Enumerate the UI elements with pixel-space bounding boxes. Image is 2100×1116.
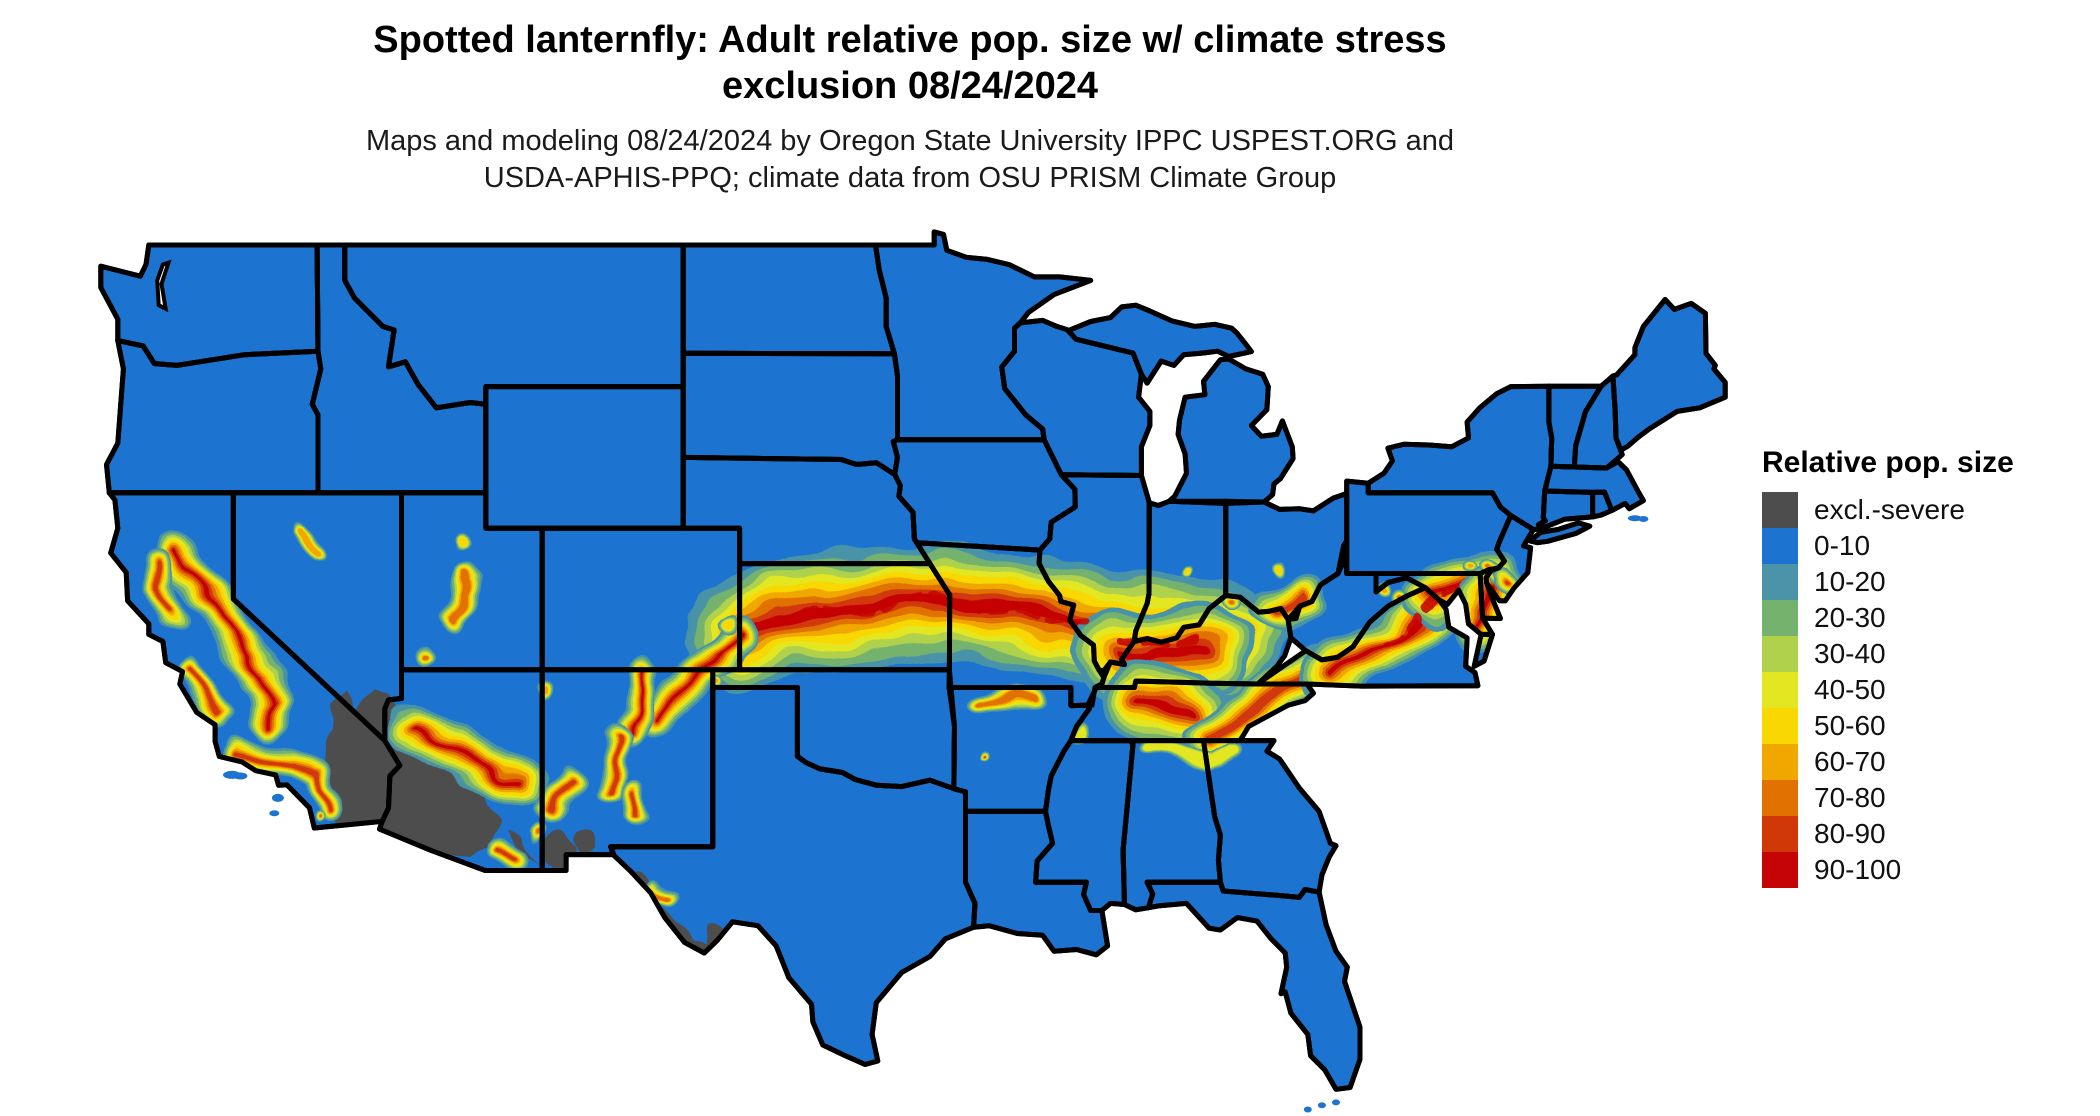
legend-label: 30-40 xyxy=(1814,638,1886,669)
island xyxy=(1303,1106,1312,1113)
legend-label: 50-60 xyxy=(1814,710,1886,741)
legend-swatch xyxy=(1762,816,1798,852)
legend: Relative pop. size excl.-severe 0-10 10-20… xyxy=(1762,446,2092,888)
legend-swatch xyxy=(1762,492,1798,528)
legend-label: excl.-severe xyxy=(1814,494,1965,525)
legend-label: 60-70 xyxy=(1814,746,1886,777)
map-subtitle: Maps and modeling 08/24/2024 by Oregon S… xyxy=(0,123,1820,197)
legend-label: 0-10 xyxy=(1814,530,1871,561)
legend-label: 20-30 xyxy=(1814,602,1886,633)
map-title-line2: exclusion 08/24/2024 xyxy=(721,64,1099,107)
map-title-line1: Spotted lanternfly: Adult relative pop. … xyxy=(373,19,1447,61)
island xyxy=(269,810,280,817)
legend-item: 10-20 xyxy=(1762,564,2092,600)
legend-label: 40-50 xyxy=(1814,674,1886,705)
legend-label: 10-20 xyxy=(1814,566,1886,597)
puget-sound-inlet xyxy=(155,259,172,313)
legend-swatch xyxy=(1762,672,1798,708)
legend-swatch xyxy=(1762,528,1798,564)
legend-item: 90-100 xyxy=(1762,852,2092,888)
island xyxy=(233,772,248,780)
header: Spotted lanternfly: Adult relative pop. … xyxy=(0,18,1820,197)
island xyxy=(1332,1099,1340,1106)
legend-swatch xyxy=(1762,564,1798,600)
state-borders xyxy=(98,229,1728,1092)
legend-item: 50-60 xyxy=(1762,708,2092,744)
legend-swatch xyxy=(1762,852,1798,888)
map-subtitle-line1: Maps and modeling 08/24/2024 by Oregon S… xyxy=(365,125,1455,158)
legend-item: 60-70 xyxy=(1762,744,2092,780)
map-title: Spotted lanternfly: Adult relative pop. … xyxy=(0,18,1820,109)
legend-swatch xyxy=(1762,708,1798,744)
legend-swatch xyxy=(1762,600,1798,636)
island xyxy=(1638,516,1649,522)
legend-item: 40-50 xyxy=(1762,672,2092,708)
legend-label: 90-100 xyxy=(1814,854,1902,885)
legend-item: 30-40 xyxy=(1762,636,2092,672)
island xyxy=(271,793,284,802)
legend-item: 20-30 xyxy=(1762,600,2092,636)
legend-label: 70-80 xyxy=(1814,782,1886,813)
legend-item: excl.-severe xyxy=(1762,492,2092,528)
heat-overlay xyxy=(143,523,1524,909)
legend-swatch xyxy=(1762,636,1798,672)
legend-swatch xyxy=(1762,780,1798,816)
legend-item: 0-10 xyxy=(1762,528,2092,564)
legend-title: Relative pop. size xyxy=(1762,446,2014,479)
legend-items: excl.-severe 0-10 10-20 20-30 30-40 40-50 50-6… xyxy=(1762,492,2092,888)
legend-item: 80-90 xyxy=(1762,816,2092,852)
island xyxy=(1317,1102,1326,1109)
legend-label: 80-90 xyxy=(1814,818,1886,849)
legend-item: 70-80 xyxy=(1762,780,2092,816)
map-subtitle-line2: USDA-APHIS-PPQ; climate data from OSU PR… xyxy=(483,162,1337,195)
island xyxy=(1627,515,1642,522)
legend-swatch xyxy=(1762,744,1798,780)
